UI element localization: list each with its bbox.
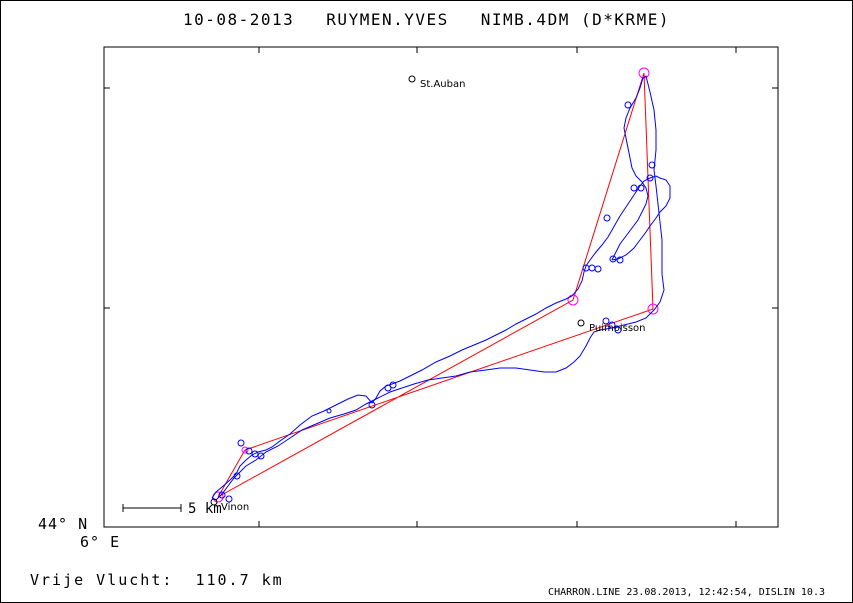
glider-type: NIMB.4DM (D*KRME) [480,10,671,29]
thermal-circle [368,401,376,409]
thermal-circle [609,255,617,263]
town-label-vinon: Vinon [221,502,249,513]
longitude-label: 6° E [80,533,121,551]
flight-date: 10-08-2013 [182,10,295,29]
turnpoints [212,67,659,503]
latitude-label: 44° N [38,515,89,533]
scale-bar: 5 km [122,501,222,517]
thermal-circle [646,174,654,182]
thermal-circle [602,317,610,325]
track-northleg [211,75,665,501]
town-marker-puimoisson [577,319,585,327]
scale-label: 5 km [188,501,222,517]
town-marker-vinon [210,498,218,506]
free-flight-summary: Vrije Vlucht: 110.7 km [30,571,284,589]
thermal-circle [389,381,397,389]
thermal-circle [251,450,259,458]
thermal-circle [225,495,233,503]
thermal-circle [594,265,602,273]
thermal-circle [326,408,332,414]
task-lines [217,72,654,498]
thermal-circle [233,472,241,480]
town-markers: St.Auban Puimoisson Vinon [210,75,645,513]
turnpoint-circle [647,303,659,315]
task-route [217,72,654,498]
plot-frame [103,46,779,528]
footer-info: CHARRON.LINE 23.08.2013, 12:42:54, DISLI… [548,587,825,598]
flight-track [211,75,671,503]
thermal-circle [384,384,392,392]
thermal-circle [603,214,611,222]
pilot-name: RUYMEN.YVES [326,10,449,29]
town-label-puimoisson: Puimoisson [589,323,645,334]
turnpoint-circle [638,67,650,79]
thermal-circle [614,326,622,334]
thermal-circle [616,256,624,264]
town-marker-st-auban [408,75,416,83]
thermal-circle [588,264,596,272]
thermal-circle [237,439,245,447]
free-flight-label: Vrije Vlucht: [30,571,174,589]
thermal-circle [257,452,265,460]
thermal-circle [624,101,632,109]
thermal-circle [218,491,226,499]
thermal-circle [648,161,656,169]
task-closing-leg [217,449,246,498]
thermal-circle [245,447,253,455]
track-outbound [211,175,671,499]
town-label-st-auban: St.Auban [420,79,465,90]
free-flight-distance: 110.7 km [195,571,284,589]
thermal-circle [637,184,645,192]
page-title: 10-08-2013 RUYMEN.YVES NIMB.4DM (D*KRME) [0,10,853,29]
thermal-circle [608,321,616,329]
axis-ticks [104,47,778,527]
thermal-circle [630,184,638,192]
turnpoint-circle [241,446,249,454]
